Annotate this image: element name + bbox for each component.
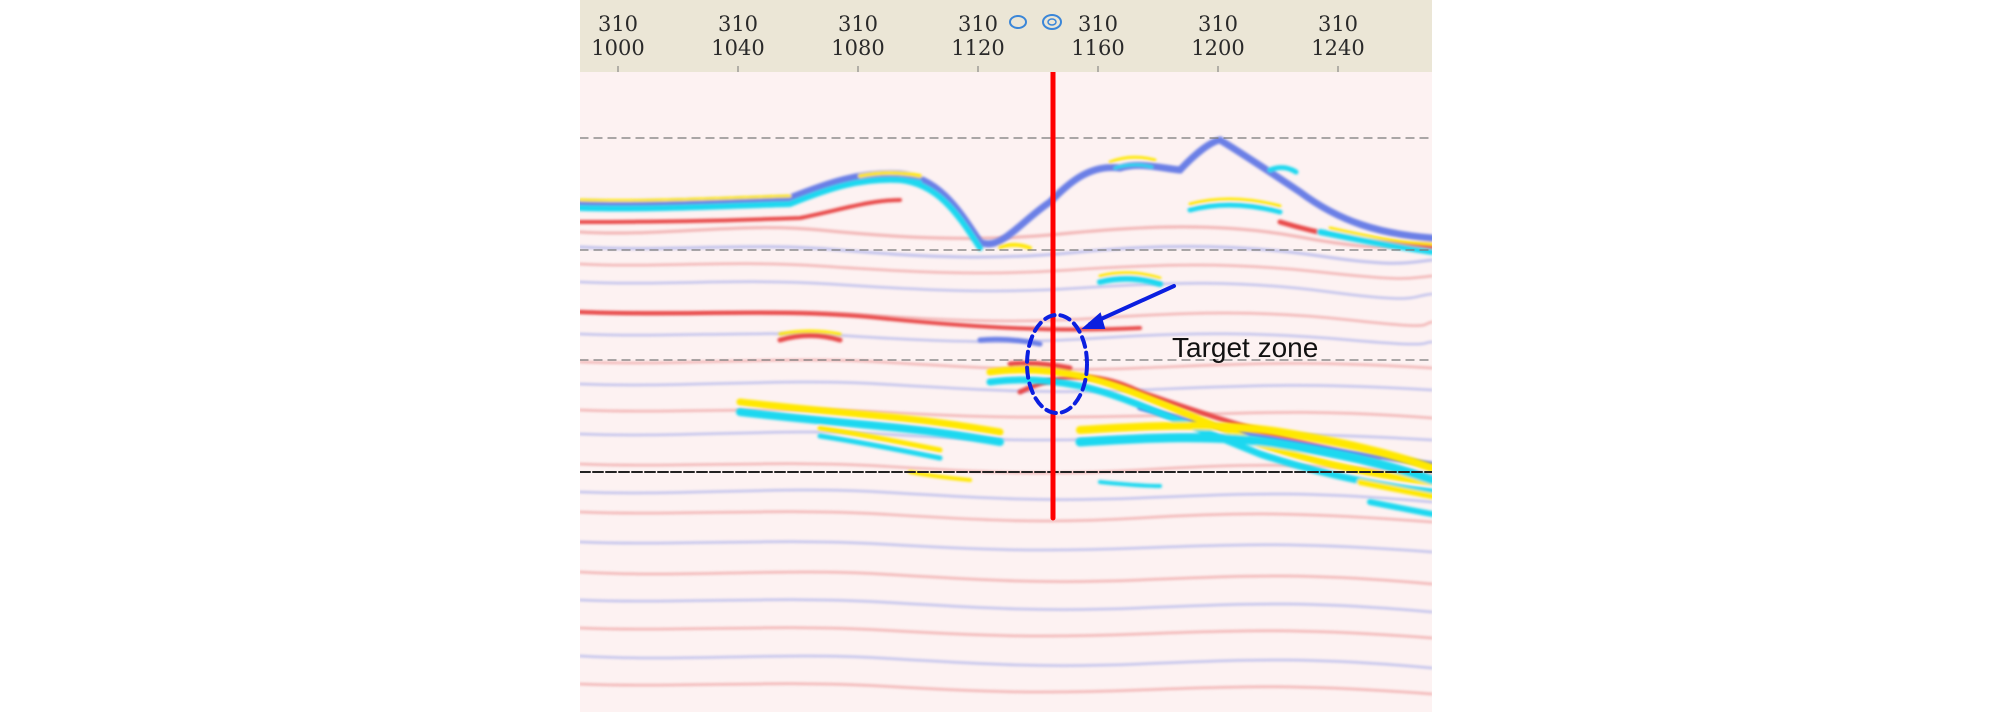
background-reflectors <box>580 225 1432 696</box>
inline-axis: 310 1000 310 1040 310 1080 310 1120 310 1160 … <box>580 0 1432 72</box>
well-marker-icon <box>1042 14 1062 30</box>
inline-tick-label: 310 1200 <box>1191 12 1245 60</box>
inline-tick-label: 310 1160 <box>1071 12 1125 60</box>
well-marker-icon <box>1009 15 1027 29</box>
horizon-guides <box>580 137 1432 473</box>
inline-tick-label: 310 1120 <box>951 12 1005 60</box>
inline-tick-label: 310 1240 <box>1311 12 1365 60</box>
target-zone-ellipse <box>1025 313 1089 415</box>
inline-tick-label: 310 1000 <box>591 12 645 60</box>
inline-tick-label: 310 1080 <box>831 12 885 60</box>
target-reflector-package <box>736 336 1432 517</box>
section-background <box>580 72 1432 712</box>
seismic-figure: 310 1000 310 1040 310 1080 310 1120 310 1160 … <box>580 0 1432 712</box>
annotation-arrow <box>1081 284 1176 329</box>
axis-decor <box>617 14 1339 72</box>
target-zone-label: Target zone <box>1172 332 1319 363</box>
seismic-section <box>580 72 1432 712</box>
inline-tick-label: 310 1040 <box>711 12 765 60</box>
